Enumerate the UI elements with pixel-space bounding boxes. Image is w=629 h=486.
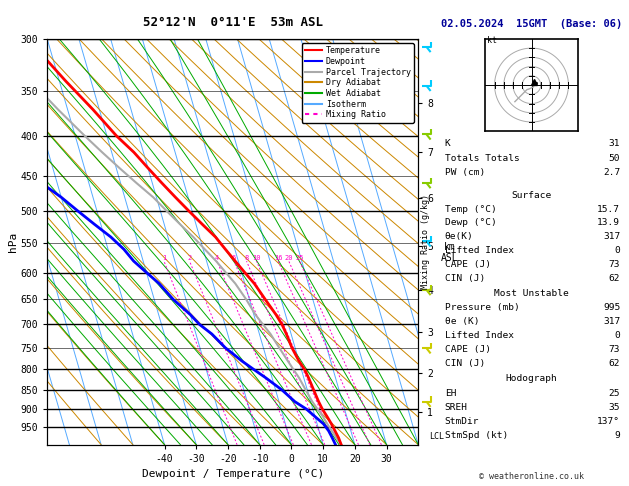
Text: 52°12'N  0°11'E  53m ASL: 52°12'N 0°11'E 53m ASL	[143, 16, 323, 29]
Text: 317: 317	[603, 317, 620, 326]
Text: 20: 20	[284, 255, 293, 261]
Text: 31: 31	[609, 139, 620, 148]
Text: 2: 2	[187, 255, 192, 261]
Text: 25: 25	[296, 255, 304, 261]
Text: 62: 62	[609, 359, 620, 368]
Text: Surface: Surface	[511, 191, 552, 200]
Text: CIN (J): CIN (J)	[445, 359, 485, 368]
Text: SREH: SREH	[445, 402, 468, 412]
Text: Dewp (°C): Dewp (°C)	[445, 219, 496, 227]
Text: 73: 73	[609, 260, 620, 269]
Text: 02.05.2024  15GMT  (Base: 06): 02.05.2024 15GMT (Base: 06)	[441, 19, 622, 29]
Text: StmDir: StmDir	[445, 417, 479, 426]
Text: 0: 0	[615, 331, 620, 340]
Text: K: K	[445, 139, 450, 148]
Text: 13.9: 13.9	[597, 219, 620, 227]
Text: LCL: LCL	[430, 432, 445, 441]
Text: 995: 995	[603, 303, 620, 312]
Text: 50: 50	[609, 154, 620, 163]
Text: 6: 6	[232, 255, 236, 261]
Text: Mixing Ratio (g/kg): Mixing Ratio (g/kg)	[421, 194, 430, 289]
X-axis label: Dewpoint / Temperature (°C): Dewpoint / Temperature (°C)	[142, 469, 324, 479]
Text: 9: 9	[615, 431, 620, 440]
Text: Temp (°C): Temp (°C)	[445, 205, 496, 213]
Text: 35: 35	[609, 402, 620, 412]
Text: 4: 4	[215, 255, 219, 261]
Y-axis label: km
ASL: km ASL	[441, 242, 459, 263]
Text: CAPE (J): CAPE (J)	[445, 260, 491, 269]
Text: 8: 8	[245, 255, 248, 261]
Text: θe(K): θe(K)	[445, 232, 474, 242]
Text: Most Unstable: Most Unstable	[494, 289, 569, 298]
Text: 137°: 137°	[597, 417, 620, 426]
Text: StmSpd (kt): StmSpd (kt)	[445, 431, 508, 440]
Text: EH: EH	[445, 389, 456, 398]
Text: 16: 16	[274, 255, 282, 261]
Text: Totals Totals: Totals Totals	[445, 154, 520, 163]
Text: Pressure (mb): Pressure (mb)	[445, 303, 520, 312]
Legend: Temperature, Dewpoint, Parcel Trajectory, Dry Adiabat, Wet Adiabat, Isotherm, Mi: Temperature, Dewpoint, Parcel Trajectory…	[302, 43, 414, 122]
Text: kt: kt	[487, 36, 497, 46]
Text: θe (K): θe (K)	[445, 317, 479, 326]
Text: Lifted Index: Lifted Index	[445, 246, 514, 255]
Text: CIN (J): CIN (J)	[445, 274, 485, 283]
Text: 317: 317	[603, 232, 620, 242]
Text: PW (cm): PW (cm)	[445, 168, 485, 177]
Y-axis label: hPa: hPa	[8, 232, 18, 252]
Text: 15.7: 15.7	[597, 205, 620, 213]
Text: CAPE (J): CAPE (J)	[445, 346, 491, 354]
Text: Hodograph: Hodograph	[506, 374, 557, 383]
Text: 1: 1	[162, 255, 166, 261]
Text: © weatheronline.co.uk: © weatheronline.co.uk	[479, 472, 584, 481]
Text: 0: 0	[615, 246, 620, 255]
Text: 10: 10	[252, 255, 261, 261]
Text: Lifted Index: Lifted Index	[445, 331, 514, 340]
Text: 2.7: 2.7	[603, 168, 620, 177]
Text: 25: 25	[609, 389, 620, 398]
Text: 62: 62	[609, 274, 620, 283]
Text: 73: 73	[609, 346, 620, 354]
